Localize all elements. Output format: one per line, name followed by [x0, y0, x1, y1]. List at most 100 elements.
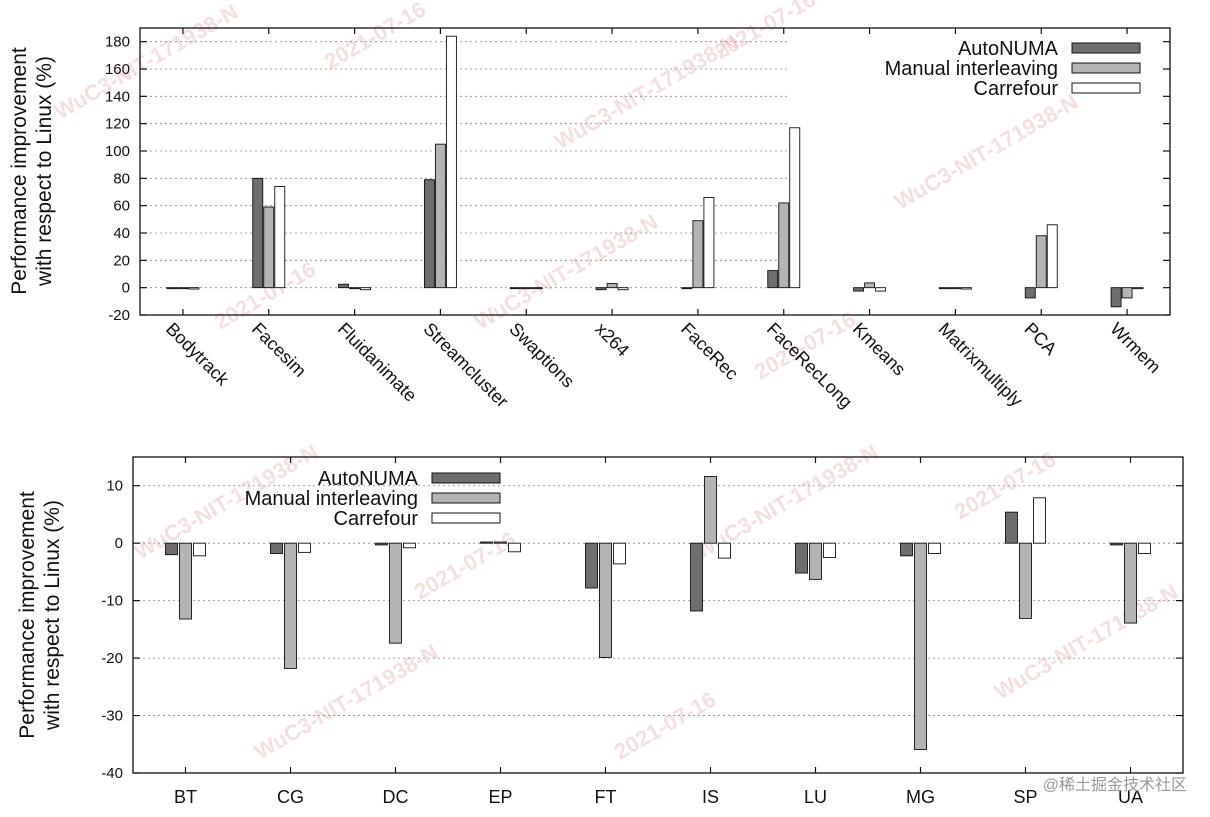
x-category-label: Swaptions: [505, 319, 578, 392]
x-category-label: Kmeans: [849, 319, 910, 380]
y-tick-label: 40: [113, 225, 130, 242]
bar-manual-interleaving: [349, 287, 361, 290]
bar-autonuma: [767, 270, 779, 289]
watermark-text: WuC3-NIT-171938-N: [50, 0, 242, 124]
bar-manual-interleaving: [606, 283, 618, 289]
x-category-label: Facesim: [248, 319, 310, 381]
bar-autonuma: [375, 542, 388, 546]
bottom-y-label-line1: Performance improvement: [16, 491, 39, 739]
bar-carrefour: [193, 542, 206, 557]
bar-autonuma: [166, 287, 178, 290]
bar-carrefour: [360, 287, 372, 291]
credit-text: @稀土掘金技术社区: [1043, 776, 1187, 794]
bar-autonuma: [585, 542, 598, 589]
legend-label: Manual interleaving: [885, 58, 1058, 80]
x-category-label: FaceRec: [677, 319, 742, 384]
x-category-label: BT: [174, 787, 197, 807]
bar-manual-interleaving: [434, 143, 446, 289]
legend-label: AutoNUMA: [958, 38, 1059, 60]
bar-carrefour: [703, 197, 715, 289]
bar-carrefour: [613, 542, 626, 565]
bar-autonuma: [423, 179, 435, 289]
x-category-label: Streamcluster: [420, 319, 513, 412]
bar-carrefour: [875, 287, 887, 292]
bar-carrefour: [823, 542, 836, 558]
y-tick-label: 0: [122, 280, 130, 297]
y-tick-label: 10: [106, 478, 123, 495]
y-tick-label: 100: [105, 143, 130, 160]
bar-carrefour: [928, 542, 941, 554]
bar-manual-interleaving: [599, 542, 612, 658]
bar-carrefour: [718, 542, 731, 559]
bar-autonuma: [480, 541, 493, 544]
bar-autonuma: [690, 542, 703, 612]
legend-swatch: [431, 492, 501, 504]
x-category-label: Matrixmultiply: [935, 319, 1027, 411]
legend-swatch: [1071, 82, 1141, 94]
bar-carrefour: [274, 186, 286, 289]
bar-carrefour: [1046, 224, 1058, 289]
watermark-text: WuC3-NIT-171938-N: [990, 579, 1182, 704]
bar-carrefour: [445, 35, 457, 289]
bar-manual-interleaving: [284, 542, 297, 669]
bottom-x-categories: BT CG DC EP FT IS LU MG SP UA: [174, 787, 1143, 807]
bar-carrefour: [1138, 542, 1151, 554]
x-category-label: MG: [906, 787, 935, 807]
x-category-label: Wrmem: [1106, 319, 1164, 377]
top-y-ticks: -20 0 20 40 60 80 100 120 140 160 180: [105, 28, 1170, 324]
bar-carrefour: [617, 287, 629, 291]
top-plot-frame: [139, 27, 1171, 316]
legend-label: Carrefour: [974, 78, 1059, 100]
top-bars: [166, 35, 1144, 308]
bar-manual-interleaving: [949, 287, 961, 290]
y-tick-label: -20: [108, 307, 130, 324]
y-tick-label: 60: [113, 198, 130, 215]
legend-label: Manual interleaving: [245, 488, 418, 510]
bar-manual-interleaving: [864, 282, 876, 289]
bar-manual-interleaving: [914, 542, 927, 750]
legend-label: AutoNUMA: [318, 468, 419, 490]
x-category-label: IS: [702, 787, 719, 807]
bar-carrefour: [1033, 497, 1046, 544]
y-tick-label: 80: [113, 170, 130, 187]
bar-autonuma: [270, 542, 283, 554]
bar-autonuma: [900, 542, 913, 557]
bar-manual-interleaving: [263, 206, 275, 289]
y-tick-label: -30: [101, 708, 123, 725]
watermark-text: 2021-07-16: [320, 0, 430, 74]
x-category-label: DC: [383, 787, 409, 807]
bar-autonuma: [1110, 287, 1122, 308]
bar-manual-interleaving: [520, 287, 532, 290]
bar-carrefour: [531, 287, 543, 290]
bar-autonuma: [509, 287, 521, 290]
bar-manual-interleaving: [1019, 542, 1032, 619]
legend-swatch: [1071, 42, 1141, 54]
bar-autonuma: [165, 542, 178, 556]
bar-autonuma: [338, 283, 350, 289]
bar-autonuma: [681, 287, 693, 290]
bar-autonuma: [1024, 287, 1036, 299]
bar-manual-interleaving: [389, 542, 402, 644]
y-tick-label: 180: [105, 34, 130, 51]
bottom-y-ticks: -40 -30 -20 -10 0 10: [101, 457, 1183, 782]
legend-swatch: [1071, 62, 1141, 74]
top-y-label-line2: with respect to Linux (%): [33, 56, 56, 287]
y-tick-label: 20: [113, 252, 130, 269]
bar-carrefour: [298, 542, 311, 553]
bar-carrefour: [1132, 287, 1144, 290]
bottom-chart: -40 -30 -20 -10 0 10 BT CG DC EP FT IS LU MG SP UA Per…: [16, 456, 1184, 807]
bar-manual-interleaving: [692, 220, 704, 289]
legend-swatch: [431, 472, 501, 484]
y-tick-label: -10: [101, 593, 123, 610]
bar-carrefour: [508, 542, 521, 553]
watermark-text: WuC3-NIT-171938-N: [890, 89, 1082, 214]
watermark-text: 2021-07-16: [410, 526, 520, 604]
x-category-label: EP: [488, 787, 512, 807]
legend-label: Carrefour: [334, 508, 419, 530]
top-y-label-line1: Performance improvement: [8, 47, 31, 295]
bar-carrefour: [188, 287, 200, 290]
y-tick-label: 160: [105, 61, 130, 78]
bottom-bars: [165, 476, 1151, 750]
